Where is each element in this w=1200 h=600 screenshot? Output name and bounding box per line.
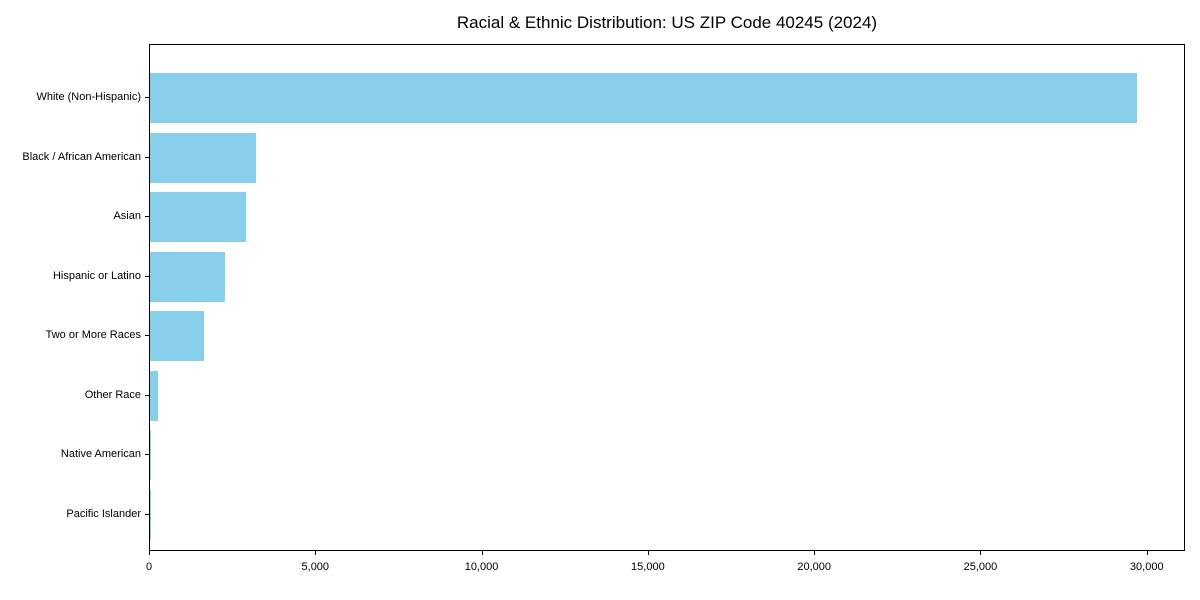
y-tick-mark <box>145 454 149 456</box>
y-tick-mark <box>145 216 149 218</box>
x-tick-label: 15,000 <box>631 561 665 573</box>
x-tick-label: 20,000 <box>797 561 831 573</box>
y-tick-mark <box>145 97 149 98</box>
bar-black-african-american <box>150 132 256 183</box>
x-tick-label: 30,000 <box>1129 561 1164 573</box>
x-tick-label: 5,000 <box>301 561 330 573</box>
x-tick-mark <box>315 551 317 555</box>
bar-hispanic-or-latino <box>150 251 226 302</box>
chart-title: Racial & Ethnic Distribution: US ZIP Cod… <box>456 13 878 32</box>
x-tick-mark <box>647 551 649 555</box>
y-tick-label: Hispanic or Latino <box>52 269 141 282</box>
x-tick-label: 10,000 <box>464 561 499 573</box>
y-tick-label: Pacific Islander <box>66 507 141 520</box>
x-tick-label: 0 <box>145 561 153 573</box>
bar-two-or-more-races <box>150 311 204 362</box>
y-tick-mark <box>145 156 149 158</box>
x-tick-mark <box>481 551 483 555</box>
x-tick-label: 25,000 <box>963 561 998 573</box>
y-tick-mark <box>145 394 149 396</box>
bar-asian <box>150 192 247 243</box>
x-tick-mark <box>814 551 816 555</box>
y-tick-label: White (Non-Hispanic) <box>36 91 141 103</box>
y-tick-label: Asian <box>113 210 141 223</box>
y-tick-label: Two or More Races <box>45 329 141 342</box>
y-tick-mark <box>145 275 149 277</box>
y-tick-mark <box>145 335 149 337</box>
x-tick-mark <box>980 551 982 555</box>
y-tick-label: Black / African American <box>22 150 141 163</box>
bar-native-american <box>150 430 152 481</box>
y-tick-label: Other Race <box>84 388 141 401</box>
x-tick-mark <box>149 551 150 555</box>
x-tick-mark <box>1146 551 1148 555</box>
bar-other-race <box>150 370 158 421</box>
y-tick-label: Native American <box>60 448 141 461</box>
y-tick-mark <box>145 513 149 515</box>
plot-area <box>149 44 1185 551</box>
bar-white-non-hispanic <box>150 73 1137 123</box>
